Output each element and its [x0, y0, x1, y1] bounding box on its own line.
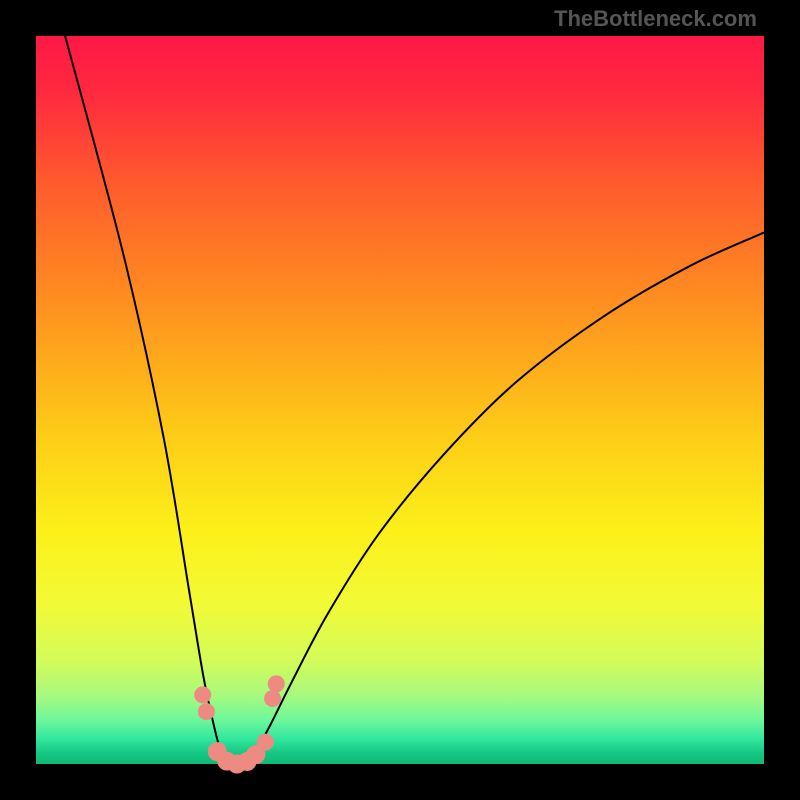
data-marker [265, 690, 281, 706]
gradient-plot-area [36, 36, 764, 764]
watermark-label: TheBottleneck.com [554, 6, 757, 32]
data-marker [257, 734, 273, 750]
chart-container: TheBottleneck.com [0, 0, 800, 800]
data-marker [198, 704, 214, 720]
data-marker [195, 687, 211, 703]
bottleneck-chart [0, 0, 800, 800]
data-marker [268, 676, 284, 692]
